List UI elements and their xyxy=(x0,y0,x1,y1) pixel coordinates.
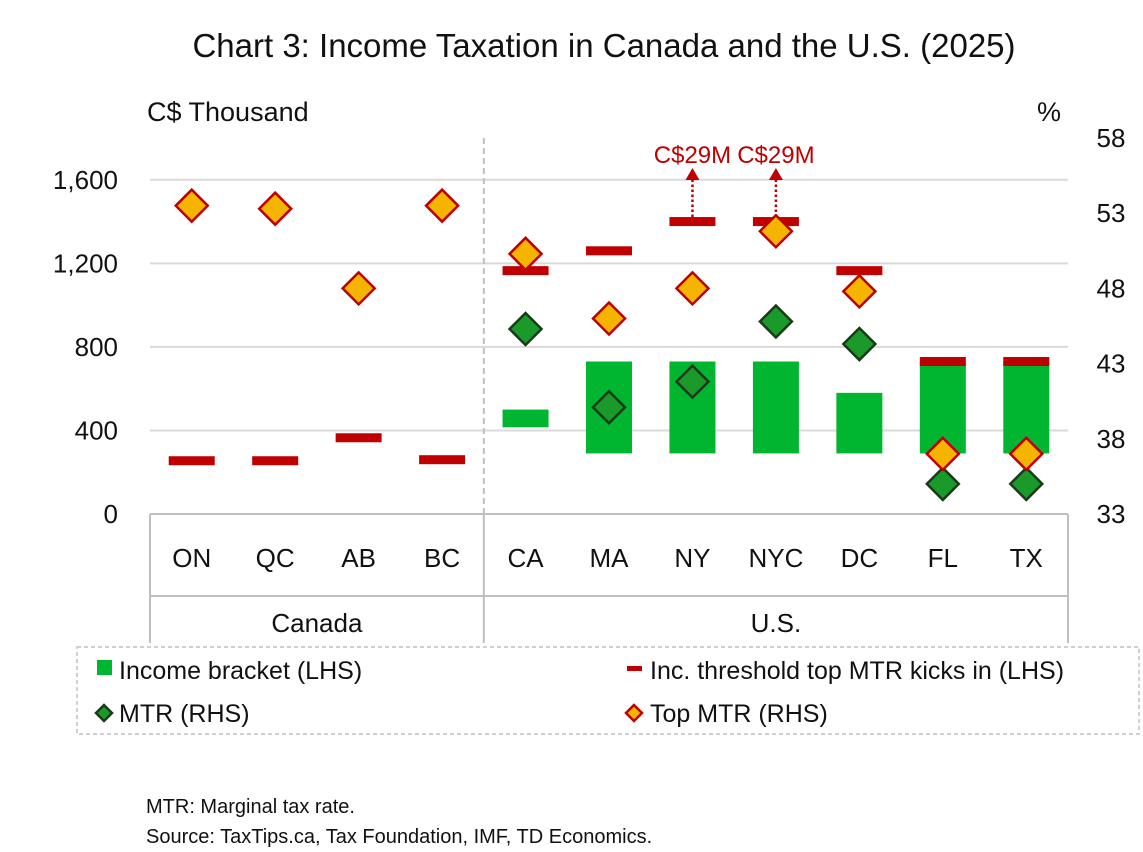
y-right-axis-title: % xyxy=(1037,97,1061,127)
income-bracket-bars xyxy=(502,361,1050,454)
legend-swatch-mtr xyxy=(94,703,114,723)
income-bracket-bar xyxy=(836,392,883,454)
threshold-dash xyxy=(1003,357,1050,367)
x-tick-label: ON xyxy=(172,543,211,573)
top-mtr-diamond xyxy=(674,270,711,307)
x-tick-label: NYC xyxy=(748,543,803,573)
annotation-arrow-head xyxy=(685,168,700,180)
threshold-dash xyxy=(419,455,466,465)
threshold-dash xyxy=(252,456,299,466)
threshold-dash xyxy=(586,246,632,256)
y-right-tick-label: 33 xyxy=(1097,499,1126,529)
legend: Income bracket (LHS) Inc. threshold top M… xyxy=(76,646,1140,735)
footnote-mtr: MTR: Marginal tax rate. xyxy=(146,796,355,818)
y-right-tick-label: 48 xyxy=(1097,273,1126,303)
y-left-tick-label: 800 xyxy=(75,332,118,362)
annotation-label: C$29M xyxy=(737,142,814,169)
mtr-diamond xyxy=(507,311,544,347)
y-right-tick-label: 53 xyxy=(1097,198,1126,228)
mtr-diamond xyxy=(674,363,711,400)
mtr-diamond xyxy=(925,466,961,502)
x-tick-label: BC xyxy=(424,543,460,573)
top-mtr-diamond xyxy=(758,213,794,250)
threshold-dash xyxy=(836,266,883,276)
y-right-tick-label: 58 xyxy=(1097,123,1126,153)
chart-title: Chart 3: Income Taxation in Canada and t… xyxy=(192,27,1015,64)
x-tick-label: MA xyxy=(590,543,630,573)
footnotes: MTR: Marginal tax rate. Source: TaxTips.… xyxy=(146,792,652,852)
legend-label-mtr: MTR (RHS) xyxy=(119,700,250,728)
legend-swatch-income-bracket xyxy=(97,660,112,675)
legend-label-income-bracket: Income bracket (LHS) xyxy=(119,657,362,685)
legend-swatch-top-mtr xyxy=(624,703,644,723)
threshold-dash xyxy=(168,456,215,466)
top-mtr-diamond xyxy=(340,270,377,307)
top-mtr-diamond xyxy=(841,273,878,310)
annotation-label: C$29M xyxy=(654,142,731,169)
x-tick-label: NY xyxy=(674,543,710,573)
top-mtr-diamond xyxy=(173,187,210,224)
mtr-diamond xyxy=(758,303,794,340)
income-bracket-bar xyxy=(752,361,799,454)
annotation-arrow-head xyxy=(768,168,783,180)
legend-label-threshold: Inc. threshold top MTR kicks in (LHS) xyxy=(650,657,1064,685)
y-left-tick-label: 400 xyxy=(75,415,118,445)
y-right-tick-label: 38 xyxy=(1097,424,1126,454)
mtr-diamonds xyxy=(173,187,1045,502)
y-left-tick-label: 0 xyxy=(104,499,118,529)
top-mtr-diamond xyxy=(424,187,460,224)
threshold-dash xyxy=(669,217,716,227)
x-tick-label: AB xyxy=(341,543,376,573)
x-tick-label: QC xyxy=(256,543,295,573)
mtr-diamond xyxy=(841,326,878,362)
mtr-diamond xyxy=(591,389,627,425)
legend-label-top-mtr: Top MTR (RHS) xyxy=(650,700,828,728)
top-mtr-diamond xyxy=(591,300,627,337)
group-label: Canada xyxy=(271,608,363,638)
legend-swatch-threshold xyxy=(627,666,642,671)
y-left-tick-label: 1,200 xyxy=(53,248,118,278)
income-bracket-bar xyxy=(502,409,549,428)
x-tick-label: CA xyxy=(507,543,544,573)
x-tick-label: DC xyxy=(841,543,879,573)
mtr-diamond xyxy=(1008,466,1045,502)
top-mtr-diamond xyxy=(1008,436,1045,472)
threshold-dash xyxy=(335,433,382,443)
y-left-tick-label: 1,600 xyxy=(53,165,118,195)
top-mtr-diamond xyxy=(507,236,544,272)
group-label: U.S. xyxy=(751,608,802,638)
axes: 0 400 800 1,200 1,600 33 38 43 48 53 58 ON QC AB BC CA M… xyxy=(53,123,1126,643)
x-tick-label: FL xyxy=(928,543,958,573)
annotations: C$29M C$29M xyxy=(654,142,815,218)
footnote-source: Source: TaxTips.ca, Tax Foundation, IMF,… xyxy=(146,826,653,848)
top-mtr-diamond xyxy=(257,190,293,227)
threshold-dash xyxy=(919,357,966,367)
y-right-tick-label: 43 xyxy=(1097,349,1126,379)
y-left-axis-title: C$ Thousand xyxy=(147,97,309,127)
top-mtr-diamond xyxy=(925,436,961,472)
x-tick-label: TX xyxy=(1010,543,1043,573)
